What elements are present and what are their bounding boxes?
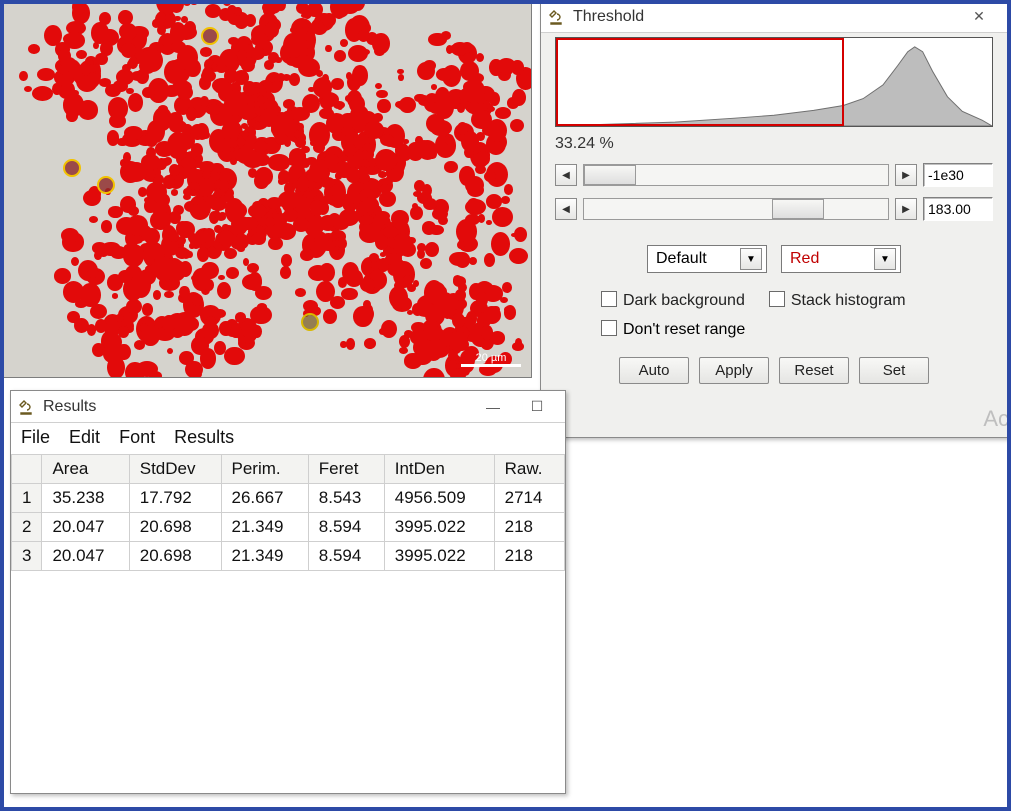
activation-watermark: Ac [983,406,1009,432]
menu-edit[interactable]: Edit [69,427,100,447]
table-header[interactable]: IntDen [384,455,494,484]
table-cell: 20.047 [42,513,129,542]
menu-results[interactable]: Results [174,427,234,447]
table-cell: 26.667 [221,484,308,513]
table-cell: 8.543 [308,484,384,513]
minimize-icon: — [486,399,500,415]
scale-bar-line [461,364,521,367]
method-dropdown[interactable]: Default ▼ [647,245,767,273]
table-cell: 3995.022 [384,542,494,571]
close-button[interactable]: ✕ [957,3,1001,31]
maximize-button[interactable]: ☐ [515,393,559,421]
table-cell: 35.238 [42,484,129,513]
threshold-title: Threshold [573,8,957,26]
scale-bar-label: 20 µm [476,352,507,364]
auto-button[interactable]: Auto [619,357,689,384]
maximize-icon: ☐ [531,398,544,415]
table-cell: 8.594 [308,542,384,571]
table-cell: 8.594 [308,513,384,542]
threshold-titlebar[interactable]: Threshold ✕ [541,1,1007,33]
checkbox-box [601,320,617,336]
threshold-window: Threshold ✕ 33.24 % ◀ ▶ ◀ ▶ [540,0,1008,438]
table-header[interactable]: Area [42,455,129,484]
stack-histogram-checkbox[interactable]: Stack histogram [769,291,906,310]
method-dropdown-value: Default [656,250,707,268]
table-row[interactable]: 135.23817.79226.6678.5434956.5092714 [12,484,565,513]
table-cell: 20.698 [129,513,221,542]
color-dropdown-value: Red [790,250,819,268]
table-header[interactable]: Perim. [221,455,308,484]
roi-marker [201,27,219,45]
slider-left-arrow[interactable]: ◀ [555,198,577,220]
table-cell: 2 [12,513,42,542]
table-header[interactable]: Raw. [494,455,564,484]
color-dropdown[interactable]: Red ▼ [781,245,901,273]
table-header[interactable]: StdDev [129,455,221,484]
results-titlebar[interactable]: Results — ☐ [11,391,565,423]
reset-button[interactable]: Reset [779,357,849,384]
roi-marker [63,159,81,177]
slider-track[interactable] [583,164,889,186]
microscope-icon [547,8,565,26]
roi-marker [301,313,319,331]
histogram[interactable] [555,37,993,127]
table-cell: 218 [494,542,564,571]
lower-threshold-value[interactable] [923,163,993,187]
slider-right-arrow[interactable]: ▶ [895,198,917,220]
table-cell: 17.792 [129,484,221,513]
results-menubar: File Edit Font Results [11,423,565,454]
slider-right-arrow[interactable]: ▶ [895,164,917,186]
lower-threshold-slider[interactable]: ◀ ▶ [555,163,993,187]
set-button[interactable]: Set [859,357,929,384]
results-window: Results — ☐ File Edit Font Results AreaS… [10,390,566,794]
slider-track[interactable] [583,198,889,220]
checkbox-box [769,291,785,307]
table-row[interactable]: 220.04720.69821.3498.5943995.022218 [12,513,565,542]
upper-threshold-slider[interactable]: ◀ ▶ [555,197,993,221]
checkbox-box [601,291,617,307]
analysis-image: 20 µm [0,0,532,378]
histogram-plot [556,38,992,126]
slider-left-arrow[interactable]: ◀ [555,164,577,186]
slider-thumb[interactable] [772,199,824,219]
percent-label: 33.24 % [555,135,993,153]
menu-font[interactable]: Font [119,427,155,447]
results-title: Results [43,398,471,416]
minimize-button[interactable]: — [471,393,515,421]
microscope-icon [17,398,35,416]
chevron-down-icon[interactable]: ▼ [740,248,762,270]
roi-marker [97,176,115,194]
table-header[interactable]: Feret [308,455,384,484]
upper-threshold-value[interactable] [923,197,993,221]
table-cell: 3995.022 [384,513,494,542]
dont-reset-range-checkbox[interactable]: Don't reset range [601,321,745,338]
table-cell: 4956.509 [384,484,494,513]
slider-thumb[interactable] [584,165,636,185]
dark-background-checkbox[interactable]: Dark background [601,291,745,310]
table-row[interactable]: 320.04720.69821.3498.5943995.022218 [12,542,565,571]
scale-bar: 20 µm [461,352,521,367]
table-cell: 21.349 [221,513,308,542]
apply-button[interactable]: Apply [699,357,769,384]
close-icon: ✕ [973,8,985,25]
table-cell: 1 [12,484,42,513]
table-cell: 218 [494,513,564,542]
table-cell: 3 [12,542,42,571]
results-table[interactable]: AreaStdDevPerim.FeretIntDenRaw.135.23817… [11,454,565,571]
chevron-down-icon[interactable]: ▼ [874,248,896,270]
table-header[interactable] [12,455,42,484]
threshold-overlay [1,1,531,377]
menu-file[interactable]: File [21,427,50,447]
table-cell: 20.047 [42,542,129,571]
table-cell: 2714 [494,484,564,513]
table-cell: 20.698 [129,542,221,571]
table-cell: 21.349 [221,542,308,571]
